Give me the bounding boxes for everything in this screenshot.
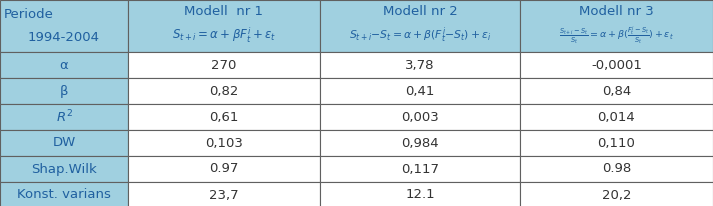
Text: 12.1: 12.1 (405, 188, 435, 201)
Text: 0.97: 0.97 (210, 163, 239, 176)
Text: Modell nr 2: Modell nr 2 (383, 5, 457, 18)
Text: -0,0001: -0,0001 (591, 59, 642, 71)
Bar (320, 0, 520, 52)
Text: 0,984: 0,984 (401, 137, 438, 150)
Bar (0, 104, 128, 130)
Text: 0,41: 0,41 (405, 84, 435, 97)
Bar (128, 182, 320, 206)
Bar (0, 156, 128, 182)
Bar (128, 104, 320, 130)
Bar (0, 182, 128, 206)
Text: DW: DW (52, 137, 76, 150)
Text: 20,2: 20,2 (602, 188, 631, 201)
Text: $S_{t+i} = \alpha + \beta F_t^i + \varepsilon_t$: $S_{t+i} = \alpha + \beta F_t^i + \varep… (172, 26, 276, 45)
Text: 0,110: 0,110 (597, 137, 635, 150)
Text: Shap.Wilk: Shap.Wilk (31, 163, 97, 176)
Bar (320, 182, 520, 206)
Bar (128, 78, 320, 104)
Bar (520, 182, 713, 206)
Bar (520, 104, 713, 130)
Text: 0,003: 0,003 (401, 110, 439, 124)
Text: Modell  nr 1: Modell nr 1 (185, 5, 264, 18)
Text: 0,103: 0,103 (205, 137, 243, 150)
Bar (520, 52, 713, 78)
Bar (520, 0, 713, 52)
Text: 0,82: 0,82 (210, 84, 239, 97)
Text: 270: 270 (211, 59, 237, 71)
Text: Periode: Periode (4, 8, 54, 21)
Bar (0, 78, 128, 104)
Bar (0, 130, 128, 156)
Text: 0,117: 0,117 (401, 163, 439, 176)
Text: 0,84: 0,84 (602, 84, 631, 97)
Bar (520, 78, 713, 104)
Bar (128, 52, 320, 78)
Text: $S_{t+i}{-}S_t = \alpha + \beta(F_t^i{-}S_t) + \varepsilon_i$: $S_{t+i}{-}S_t = \alpha + \beta(F_t^i{-}… (349, 26, 491, 45)
Text: $\frac{S_{t+i}-S_t}{S_t} = \alpha + \beta(\frac{F_t^i-S_t}{S_t}) + \varepsilon_t: $\frac{S_{t+i}-S_t}{S_t} = \alpha + \bet… (559, 25, 674, 46)
Text: α: α (60, 59, 68, 71)
Bar (128, 156, 320, 182)
Bar (320, 52, 520, 78)
Bar (520, 130, 713, 156)
Text: 0,014: 0,014 (597, 110, 635, 124)
Text: $R^2$: $R^2$ (56, 109, 73, 125)
Text: 1994-2004: 1994-2004 (28, 31, 100, 44)
Bar (0, 52, 128, 78)
Text: β: β (60, 84, 68, 97)
Bar (320, 156, 520, 182)
Text: 3,78: 3,78 (405, 59, 435, 71)
Text: 23,7: 23,7 (209, 188, 239, 201)
Bar (320, 130, 520, 156)
Bar (320, 104, 520, 130)
Bar (128, 0, 320, 52)
Text: Konst. varians: Konst. varians (17, 188, 111, 201)
Bar (520, 156, 713, 182)
Bar (320, 78, 520, 104)
Text: 0,61: 0,61 (210, 110, 239, 124)
Text: Modell nr 3: Modell nr 3 (579, 5, 654, 18)
Text: 0.98: 0.98 (602, 163, 631, 176)
Bar (128, 130, 320, 156)
Bar (0, 0, 128, 52)
